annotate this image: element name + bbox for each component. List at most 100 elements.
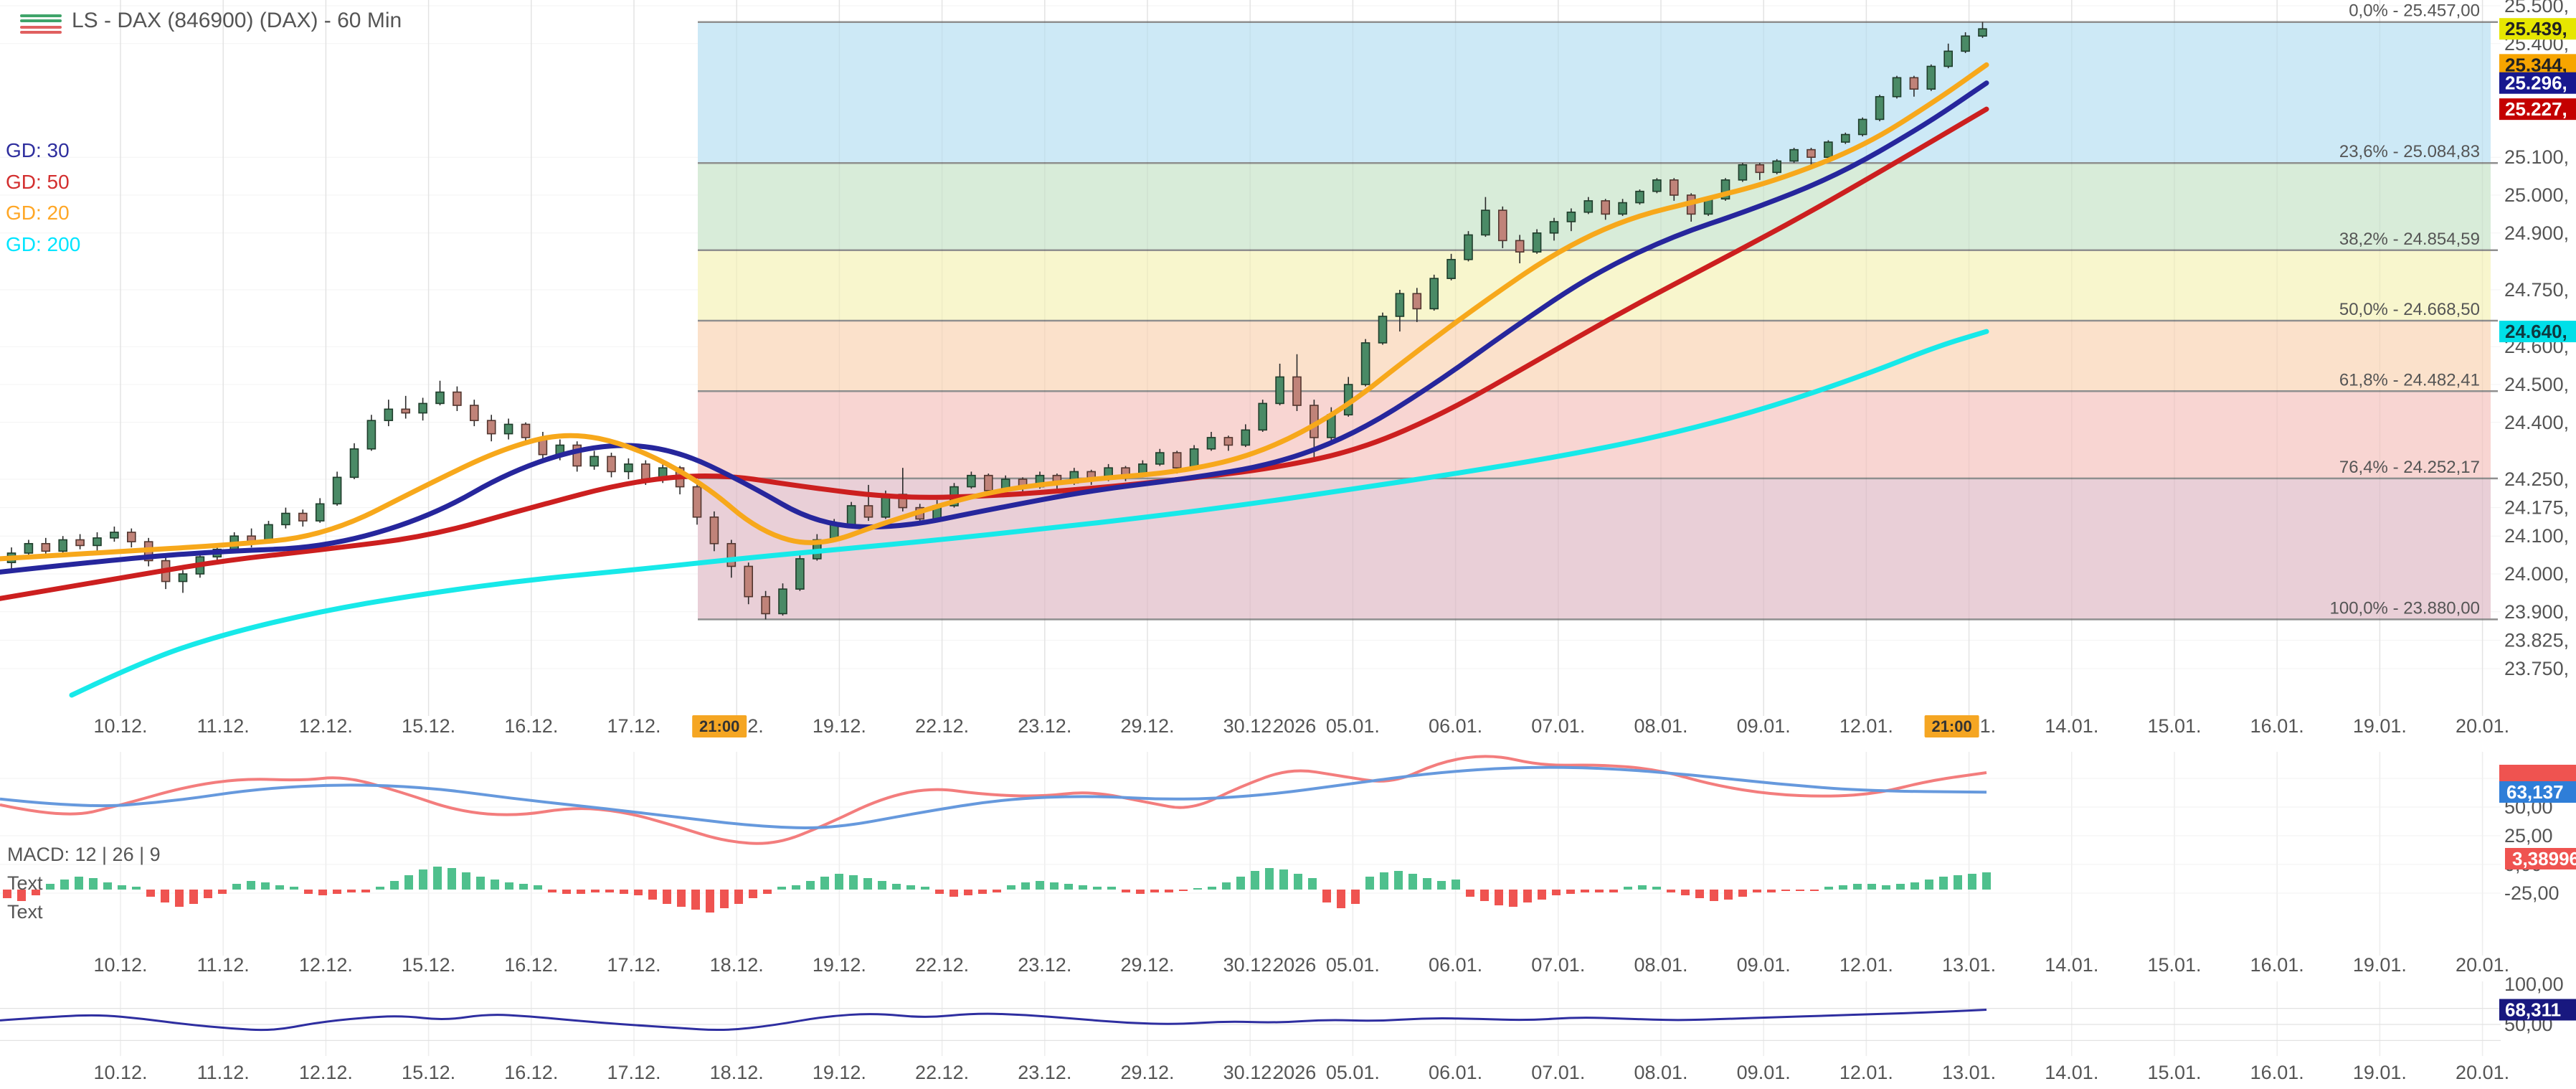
time-marker-label: 21:00	[699, 717, 739, 735]
macd-hist-bar-pos	[777, 887, 786, 890]
macd-hist-bar-neg	[1150, 890, 1159, 892]
price-axis-label: 24.175,	[2504, 497, 2569, 519]
macd-parameters-label: MACD: 12 | 26 | 9	[7, 844, 161, 865]
macd-hist-bar-pos	[247, 881, 255, 890]
macd-hist-bar-pos	[89, 878, 98, 890]
macd-hist-bar-neg	[1781, 890, 1790, 891]
candle-down	[41, 542, 51, 552]
date-label: 22.12.	[915, 715, 969, 737]
macd-hist-bar-pos	[1925, 880, 1933, 890]
macd-hist-bar-pos	[1380, 872, 1388, 890]
candle-down	[486, 420, 496, 435]
date-label: 19.12.	[813, 715, 866, 737]
oscillator-value-badge-label: 68,311	[2505, 999, 2561, 1020]
date-label: 19.12.	[813, 1062, 866, 1083]
macd-hist-bar-pos	[1208, 887, 1216, 890]
gd50-value-badge-label: 25.227,	[2505, 98, 2567, 120]
macd-hist-bar-neg	[548, 890, 557, 892]
macd-line	[0, 755, 1987, 845]
macd-hist-bar-pos	[806, 881, 815, 890]
macd-annotation-2: Text	[7, 901, 43, 923]
macd-hist-bar-pos	[275, 885, 284, 890]
candle-down	[521, 423, 531, 438]
fibonacci-band	[698, 22, 2491, 164]
date-label: 14.01.	[2045, 954, 2098, 976]
macd-hist-bar-neg	[950, 890, 958, 897]
ma-line-gd200	[69, 329, 1989, 698]
date-label: 29.12.	[1120, 1062, 1174, 1083]
candle-up	[178, 573, 188, 583]
date-label: 15.12.	[402, 715, 455, 737]
price-axis-label: 25.500,	[2504, 0, 2569, 16]
macd-hist-bar-pos	[1408, 874, 1417, 890]
macd-hist-bar-pos	[1394, 871, 1403, 890]
candle-up	[1875, 95, 1885, 121]
last-price-badge-label: 25.439,	[2505, 18, 2567, 39]
fibonacci-band	[698, 163, 2491, 250]
macd-hist-bar-neg	[347, 890, 356, 892]
candle-down	[1670, 179, 1679, 196]
date-label: 15.12.	[402, 954, 455, 976]
macd-hist-bar-neg	[677, 890, 686, 907]
date-label: 15.12.	[402, 1062, 455, 1083]
price-axis-label: 24.000,	[2504, 563, 2569, 585]
macd-hist-bar-pos	[1423, 878, 1431, 890]
macd-hist-bar-pos	[1853, 884, 1862, 890]
candle-up	[503, 423, 513, 435]
macd-hist-bar-pos	[1896, 884, 1905, 890]
macd-hist-bar-pos	[921, 887, 929, 890]
macd-hist-bar-neg	[333, 890, 341, 894]
date-label: 16.01.	[2250, 954, 2304, 976]
candle-up	[1738, 164, 1748, 181]
date-label: 13.01.	[1942, 954, 1996, 976]
chart-title: LS - DAX (846900) (DAX) - 60 Min	[20, 9, 402, 34]
candle-down	[726, 542, 737, 567]
macd-hist-bar-pos	[462, 872, 470, 890]
gd20-value-badge-label: 25.344,	[2505, 54, 2567, 75]
year-label: 2026	[1273, 954, 1316, 976]
date-label: 08.01.	[1634, 715, 1687, 737]
macd-hist-badge	[2505, 848, 2576, 869]
oscillator-line	[0, 1009, 1987, 1032]
date-label: 29.12.	[1120, 954, 1174, 976]
date-label: 14.01.	[2045, 715, 2098, 737]
macd-hist-bar-pos	[1939, 877, 1948, 890]
candle-up	[1583, 200, 1594, 213]
macd-hist-bar-neg	[663, 890, 671, 904]
gd30-value-badge	[2499, 72, 2576, 94]
price-axis-label: 23.825,	[2504, 629, 2569, 651]
macd-hist-bar-neg	[161, 890, 169, 902]
fibonacci-label: 0,0% - 25.457,00	[2349, 1, 2480, 21]
time-marker-label: 21:00	[1931, 717, 1971, 735]
gd30-value-badge-label: 25.296,	[2505, 72, 2567, 94]
macd-hist-bar-pos	[433, 867, 442, 890]
date-label: 11.12.	[197, 715, 250, 737]
macd-hist-bar-pos	[906, 885, 915, 890]
date-label: 05.01.	[1326, 1062, 1380, 1083]
candle-down	[1223, 437, 1233, 446]
macd-hist-bar-pos	[376, 887, 384, 890]
last-price-badge	[2499, 18, 2576, 40]
candle-down	[1412, 293, 1422, 310]
date-label: 12.12.	[299, 715, 353, 737]
date-label: 23.12.	[1018, 954, 1071, 976]
candle-down	[744, 565, 753, 598]
candle-up	[795, 558, 805, 590]
price-axis-label: 24.900,	[2504, 222, 2569, 244]
macd-hist-bar-neg	[146, 890, 155, 897]
macd-hist-bar-pos	[491, 880, 499, 890]
macd-hist-bar-pos	[863, 878, 872, 890]
macd-hist-bar-pos	[476, 877, 485, 890]
candle-up	[1464, 234, 1473, 260]
macd-hist-bar-pos	[1107, 887, 1116, 890]
macd-hist-bar-neg	[218, 890, 227, 894]
candle-up	[1395, 293, 1405, 317]
gd200-value-badge-label: 24.640,	[2505, 321, 2567, 342]
ma-line-gd50	[0, 106, 1989, 601]
macd-hist-bar-pos	[792, 885, 800, 890]
candle-up	[93, 537, 102, 547]
price-axis-label: 24.100,	[2504, 525, 2569, 547]
